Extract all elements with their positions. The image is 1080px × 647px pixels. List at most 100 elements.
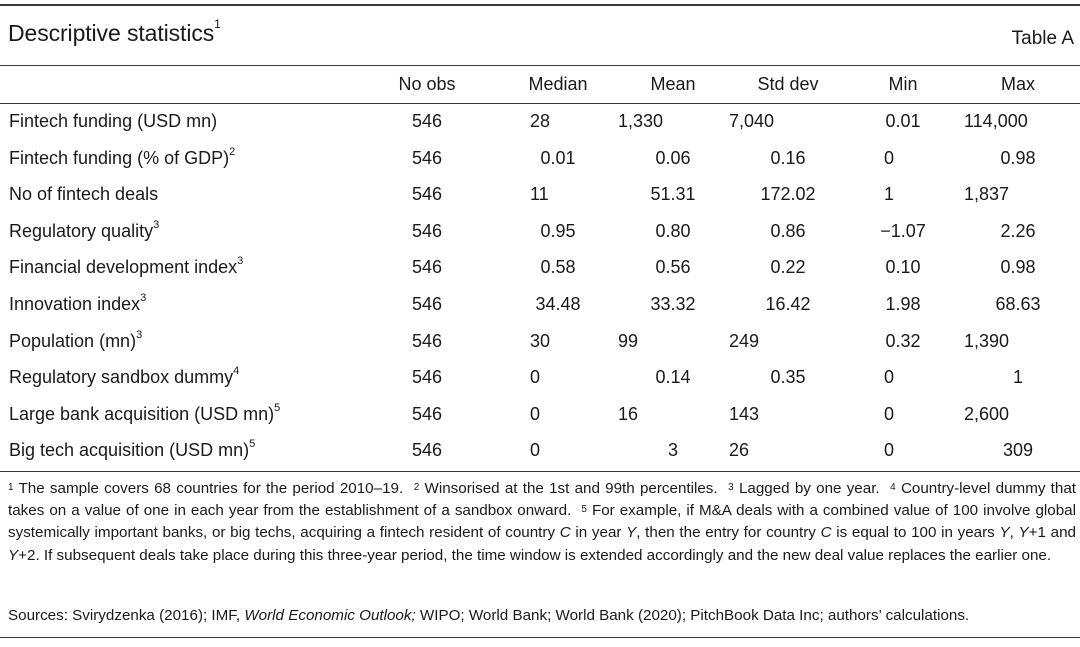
- title-footnote-mark: 1: [214, 17, 221, 31]
- table-cell: 0.86: [770, 220, 806, 241]
- row-label: Population (mn)3: [9, 328, 143, 351]
- table-cell: 546: [411, 294, 443, 314]
- table-cell: 26: [729, 440, 750, 461]
- table-cell: 0.98: [1000, 147, 1036, 168]
- table-cell: 0.01: [885, 111, 921, 131]
- table-cell: 249: [729, 330, 760, 351]
- table-cell: 546: [411, 367, 443, 388]
- row-label: Large bank acquisition (USD mn)5: [9, 401, 281, 424]
- row-label: Regulatory sandbox dummy4: [9, 365, 240, 388]
- footnote-2: Winsorised at the 1st and 99th percentil…: [424, 480, 718, 497]
- table-cell: 546: [411, 330, 443, 351]
- table-cell: 0.14: [655, 367, 691, 388]
- table-cell: 0.80: [655, 220, 691, 241]
- table-cell: 546: [411, 403, 443, 424]
- row-label: No of fintech deals: [9, 184, 159, 205]
- table-cell: 0: [530, 367, 541, 388]
- table-cell: 28: [530, 111, 551, 131]
- sources-italic: World Economic Outlook;: [244, 607, 416, 624]
- table-cell: 34.48: [535, 294, 581, 314]
- table-cell: 51.31: [650, 184, 696, 205]
- table-cell: 0.10: [885, 257, 921, 278]
- table-cell: 33.32: [650, 294, 696, 314]
- table-cell: 0: [884, 440, 895, 461]
- table-cell: 546: [411, 111, 443, 131]
- table-cell: 2.26: [1000, 220, 1036, 241]
- table-cell: 1.98: [885, 294, 921, 314]
- row-footnote-mark: 3: [140, 292, 147, 304]
- column-header-median: Median: [528, 74, 588, 94]
- table-cell: 546: [411, 147, 443, 168]
- footnote-5: For example, if M&A deals with a combine…: [8, 502, 1076, 564]
- column-header-no-obs: No obs: [398, 74, 456, 94]
- table-cell: 68.63: [995, 294, 1041, 314]
- row-label: Fintech funding (% of GDP)2: [9, 145, 236, 168]
- footnote-4: Country-level dummy that takes on a valu…: [8, 480, 1077, 520]
- table-title: Descriptive statistics1: [8, 17, 221, 46]
- table-cell: 16.42: [765, 294, 811, 314]
- table-cell: 546: [411, 440, 443, 461]
- column-header-min: Min: [888, 74, 918, 94]
- table-cell: 546: [411, 257, 443, 278]
- table-cell: 0.01: [540, 147, 576, 168]
- column-header-rule: [0, 103, 1080, 105]
- table-label: Table A: [1011, 28, 1074, 49]
- table-cell: 0: [884, 367, 895, 388]
- column-header-mean: Mean: [650, 74, 696, 94]
- table-cell: 546: [411, 220, 443, 241]
- table-cell: 546: [411, 184, 443, 205]
- top-rule: [0, 4, 1080, 6]
- table-cell: 1: [884, 184, 895, 205]
- table-cell: 11: [530, 184, 549, 205]
- sources-line: Sources: Svirydzenka (2016); IMF, World …: [8, 607, 970, 624]
- table-cell: 0.35: [770, 367, 806, 388]
- header-rule: [0, 65, 1080, 67]
- footnote-3: Lagged by one year.: [738, 480, 880, 497]
- table-cell: 1,837: [964, 184, 1010, 205]
- row-label: Regulatory quality3: [9, 218, 160, 241]
- table-bottom-rule: [0, 471, 1080, 473]
- table-cell: 0.06: [655, 147, 691, 168]
- table-cell: 0: [884, 147, 895, 168]
- table-cell: 1: [1012, 367, 1023, 388]
- table-cell: 114,000: [964, 111, 1028, 131]
- row-label: Big tech acquisition (USD mn)5: [9, 438, 256, 461]
- table-cell: 0.32: [885, 330, 921, 351]
- table-cell: 0: [884, 403, 895, 424]
- row-footnote-mark: 5: [249, 438, 256, 451]
- table-cell: 1,390: [964, 330, 1010, 351]
- column-header-std-dev: Std dev: [757, 74, 819, 94]
- table-cell: 0.95: [540, 220, 576, 241]
- row-footnote-mark: 2: [229, 145, 236, 158]
- footnote-1: The sample covers 68 countries for the p…: [18, 480, 404, 497]
- table-cell: 143: [729, 403, 760, 424]
- table-cell: 172.02: [760, 184, 816, 205]
- table-cell: 0: [530, 440, 541, 461]
- table-cell: −1.07: [880, 220, 926, 241]
- table-cell: 30: [530, 330, 551, 351]
- bottom-rule: [0, 637, 1080, 639]
- row-label: Innovation index3: [9, 292, 147, 314]
- table-cell: 16: [618, 403, 639, 424]
- row-footnote-mark: 3: [153, 218, 160, 231]
- table-cell: 1,330: [618, 111, 664, 131]
- row-footnote-mark: 3: [237, 255, 244, 268]
- table-cell: 0: [530, 403, 541, 424]
- table-cell: 0.58: [540, 257, 576, 278]
- table-cell: 99: [618, 330, 639, 351]
- row-label: Fintech funding (USD mn): [9, 111, 218, 131]
- footnotes: 1 The sample covers 68 countries for the…: [8, 480, 1077, 564]
- table-cell: 3: [667, 440, 678, 461]
- table-cell: 0.22: [770, 257, 806, 278]
- column-header-max: Max: [1000, 74, 1035, 94]
- table-cell: 7,040: [729, 111, 775, 131]
- table-cell: 0.98: [1000, 257, 1036, 278]
- row-footnote-mark: 3: [136, 328, 143, 341]
- table-cell: 0.56: [655, 257, 691, 278]
- table-cell: 2,600: [964, 403, 1010, 424]
- row-footnote-mark: 5: [274, 401, 281, 414]
- table-cell: 309: [1002, 440, 1034, 461]
- row-footnote-mark: 4: [233, 365, 240, 378]
- table-cell: 0.16: [770, 147, 806, 168]
- row-label: Financial development index3: [9, 255, 244, 278]
